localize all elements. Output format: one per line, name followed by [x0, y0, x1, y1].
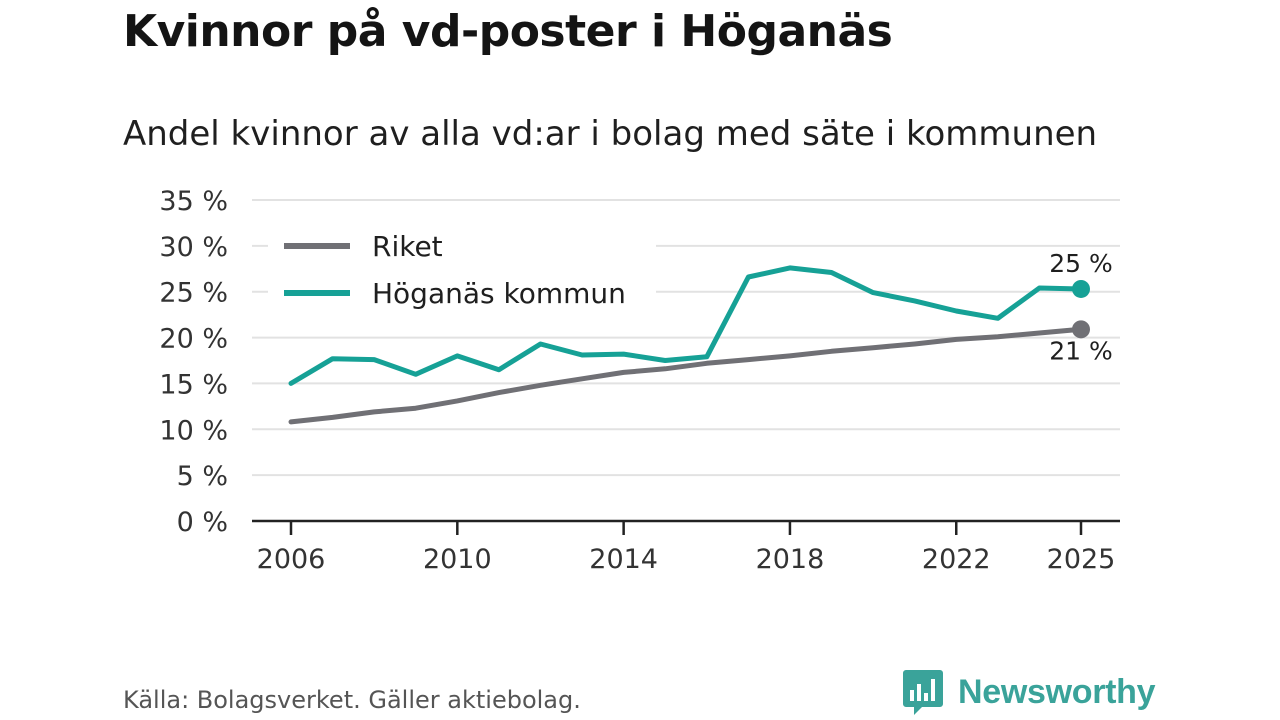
series-line-hoganas	[288, 265, 1084, 386]
y-tick-label: 15 %	[159, 369, 228, 400]
brand-logo: Newsworthy	[902, 668, 1156, 716]
y-tick-label: 10 %	[159, 415, 228, 446]
y-tick-label: 0 %	[177, 507, 228, 538]
source-note: Källa: Bolagsverket. Gäller aktiebolag.	[123, 686, 581, 714]
page-title: Kvinnor på vd-poster i Höganäs	[123, 6, 893, 57]
chart-subtitle: Andel kvinnor av alla vd:ar i bolag med …	[123, 114, 1098, 154]
series-line-riket	[288, 326, 1084, 425]
x-tick-label: 2018	[756, 544, 825, 575]
x-tick-label: 2025	[1047, 544, 1116, 575]
series-lines: 21 % 25 %	[288, 249, 1113, 425]
legend: Riket Höganäs kommun	[268, 222, 656, 322]
y-tick-label: 5 %	[177, 461, 228, 492]
series-end-label: 21 %	[1049, 336, 1113, 365]
x-tick-label: 2010	[423, 544, 492, 575]
x-tick-label: 2006	[257, 544, 326, 575]
line-chart: 0 % 5 % 10 % 15 % 20 % 25 % 30 % 35 % 2006 2010 20…	[159, 186, 1120, 575]
series-end-point	[1072, 279, 1090, 298]
axes: 0 % 5 % 10 % 15 % 20 % 25 % 30 % 35 % 2006 2010 20…	[159, 186, 1120, 575]
y-tick-label: 30 %	[159, 232, 228, 263]
newsworthy-bar-chart-icon	[903, 670, 943, 715]
legend-label: Riket	[372, 230, 443, 263]
y-tick-label: 25 %	[159, 278, 228, 309]
series-end-label: 25 %	[1049, 249, 1113, 278]
x-tick-label: 2022	[922, 544, 991, 575]
legend-background	[268, 222, 656, 322]
brand-name: Newsworthy	[958, 672, 1156, 711]
y-tick-label: 35 %	[159, 186, 228, 217]
legend-label: Höganäs kommun	[372, 277, 626, 310]
y-tick-label: 20 %	[159, 324, 228, 355]
series-end-point	[1072, 320, 1090, 339]
x-tick-label: 2014	[589, 544, 658, 575]
